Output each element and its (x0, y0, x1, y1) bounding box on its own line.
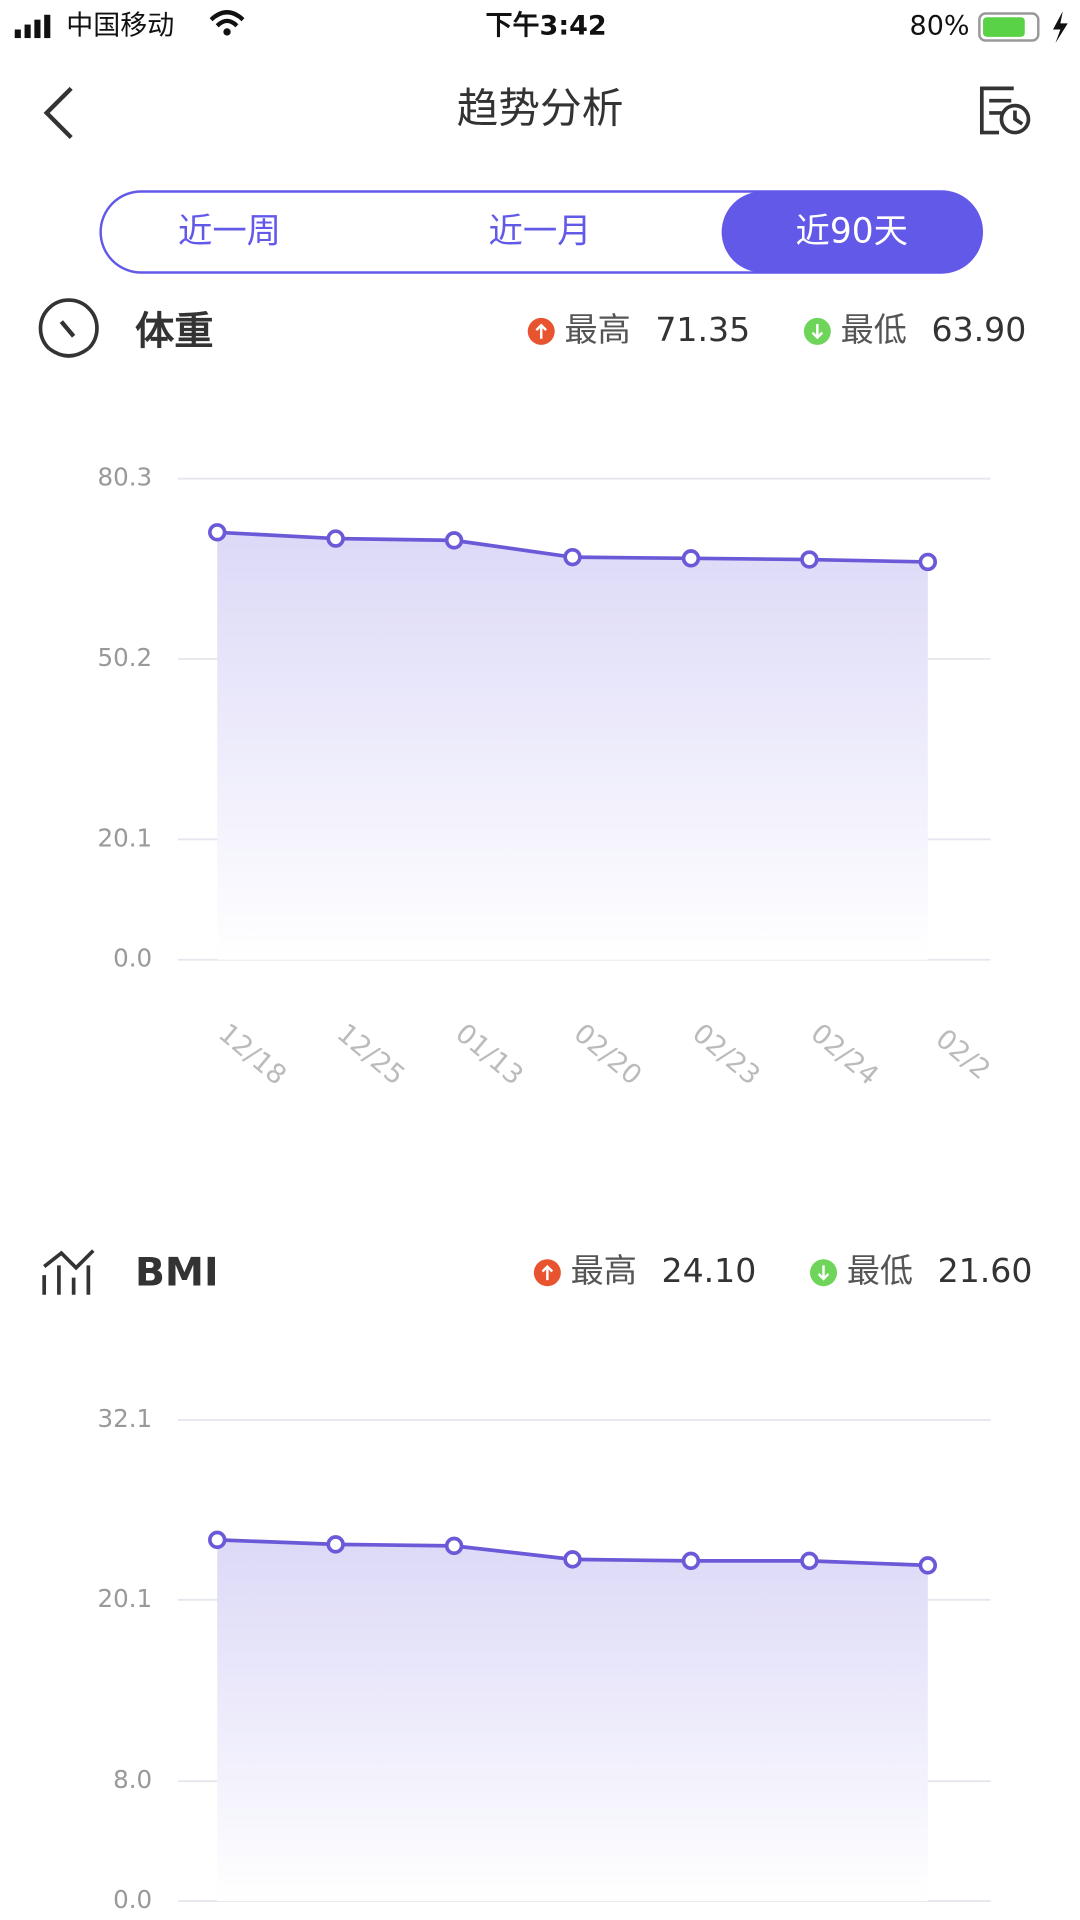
tab[interactable]: 近90天 (796, 212, 908, 252)
section-title: BMI (135, 1251, 219, 1296)
weight-icon (38, 298, 99, 350)
y-tick-label: 20.1 (98, 1584, 153, 1613)
wifi-icon (209, 10, 245, 28)
point (563, 1550, 582, 1569)
tab-selected-bg (721, 191, 982, 273)
carrier: 中国移动 (66, 11, 174, 42)
y-tick-label: 32.1 (98, 1404, 153, 1433)
point (208, 523, 227, 542)
x-tick-label: 12/25 (331, 1018, 411, 1092)
point (444, 1536, 464, 1556)
min-label: 最低 (841, 310, 907, 349)
y-tick-label: 20.1 (98, 823, 153, 852)
tab[interactable]: 近一月 (488, 212, 591, 252)
x-tick-label: 02/20 (568, 1018, 648, 1092)
back-button[interactable] (43, 86, 73, 140)
y-tick-label: 80.3 (98, 463, 153, 492)
wifi-dot (223, 28, 231, 36)
clock: 下午3:42 (486, 10, 607, 42)
bmi-icon (42, 1249, 95, 1295)
tab[interactable]: 近一周 (178, 212, 281, 252)
x-tick-label: 12/18 (212, 1018, 292, 1092)
point (681, 1551, 701, 1571)
x-tick-label: 02/2 (930, 1023, 996, 1086)
max-value: 24.10 (662, 1251, 757, 1290)
y-tick-label: 50.2 (98, 643, 153, 672)
max-arrow (535, 323, 548, 339)
area-fill (217, 532, 928, 960)
point (800, 550, 819, 569)
point (681, 549, 701, 568)
signal-icon (14, 14, 51, 39)
area-fill (217, 1539, 928, 1902)
point (563, 547, 582, 567)
battery-level (983, 17, 1025, 37)
weight-icon-needle (59, 320, 76, 338)
section-title: 体重 (135, 309, 214, 354)
point (800, 1551, 819, 1571)
page-title: 趋势分析 (457, 84, 624, 133)
point (918, 552, 938, 572)
x-tick-label: 02/23 (686, 1018, 766, 1092)
point (326, 1535, 345, 1554)
max-label: 最高 (571, 1251, 637, 1290)
history-button[interactable] (979, 86, 1031, 135)
min-arrow (817, 1265, 830, 1281)
min-value: 63.90 (932, 310, 1027, 349)
charging-icon (1053, 11, 1068, 43)
x-tick-label: 02/24 (805, 1018, 885, 1092)
max-label: 最高 (565, 310, 631, 349)
max-value: 71.35 (655, 310, 750, 349)
point (326, 529, 345, 548)
point (444, 531, 464, 550)
weight-icon-base (47, 347, 90, 358)
point (918, 1556, 938, 1575)
point (208, 1530, 227, 1550)
battery-frame (978, 12, 1040, 42)
max-arrow (541, 1264, 554, 1281)
battery-percent: 80% (910, 11, 970, 42)
y-tick-label: 0.0 (113, 944, 152, 973)
min-label: 最低 (847, 1251, 913, 1290)
y-tick-label: 0.0 (113, 1885, 152, 1914)
min-value: 21.60 (938, 1251, 1033, 1290)
min-arrow (811, 324, 824, 340)
x-tick-label: 01/13 (449, 1018, 529, 1092)
y-tick-label: 8.0 (113, 1765, 152, 1794)
